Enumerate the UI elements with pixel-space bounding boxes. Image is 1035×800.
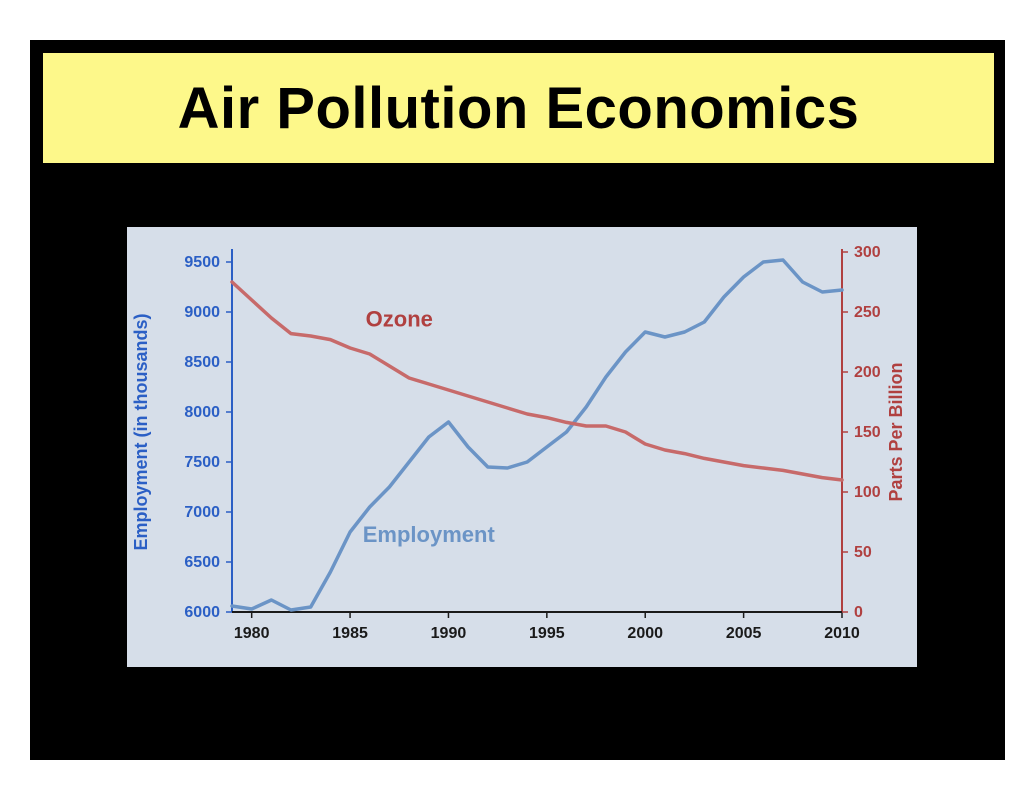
y-right-tick-label: 100 [854,484,881,501]
y-left-tick-label: 7500 [184,454,220,471]
series-label-ozone: Ozone [366,306,433,331]
y-left-tick-label: 9500 [184,254,220,271]
x-tick-label: 2000 [627,625,663,642]
y-right-tick-label: 200 [854,364,881,381]
series-employment [232,260,842,610]
y-left-tick-label: 8000 [184,404,220,421]
x-tick-label: 2005 [726,625,762,642]
y-left-axis-label: Employment (in thousands) [131,313,151,550]
y-left-tick-label: 8500 [184,354,220,371]
slide-title: Air Pollution Economics [178,75,860,142]
y-left-tick-label: 9000 [184,304,220,321]
y-right-tick-label: 50 [854,544,872,561]
x-tick-label: 1990 [431,625,467,642]
slide-frame: Air Pollution Economics 1980 1985 1990 1995… [30,40,1005,760]
x-tick-label: 2010 [824,625,860,642]
y-left-tick-label: 7000 [184,504,220,521]
line-chart: 1980198519901995200020052010600065007000… [127,227,917,667]
y-right-tick-label: 300 [854,244,881,261]
y-right-axis-label: Parts Per Billion [886,362,906,501]
series-ozone [232,282,842,480]
y-left-tick-label: 6000 [184,604,220,621]
y-right-tick-label: 150 [854,424,881,441]
y-right-tick-label: 250 [854,304,881,321]
title-bar: Air Pollution Economics [42,52,995,164]
y-left-tick-label: 6500 [184,554,220,571]
chart-container: 1980198519901995200020052010600065007000… [127,227,917,667]
x-tick-label: 1980 [234,625,270,642]
x-tick-label: 1995 [529,625,565,642]
series-label-employment: Employment [363,522,496,547]
x-tick-label: 1985 [332,625,368,642]
y-right-tick-label: 0 [854,604,863,621]
